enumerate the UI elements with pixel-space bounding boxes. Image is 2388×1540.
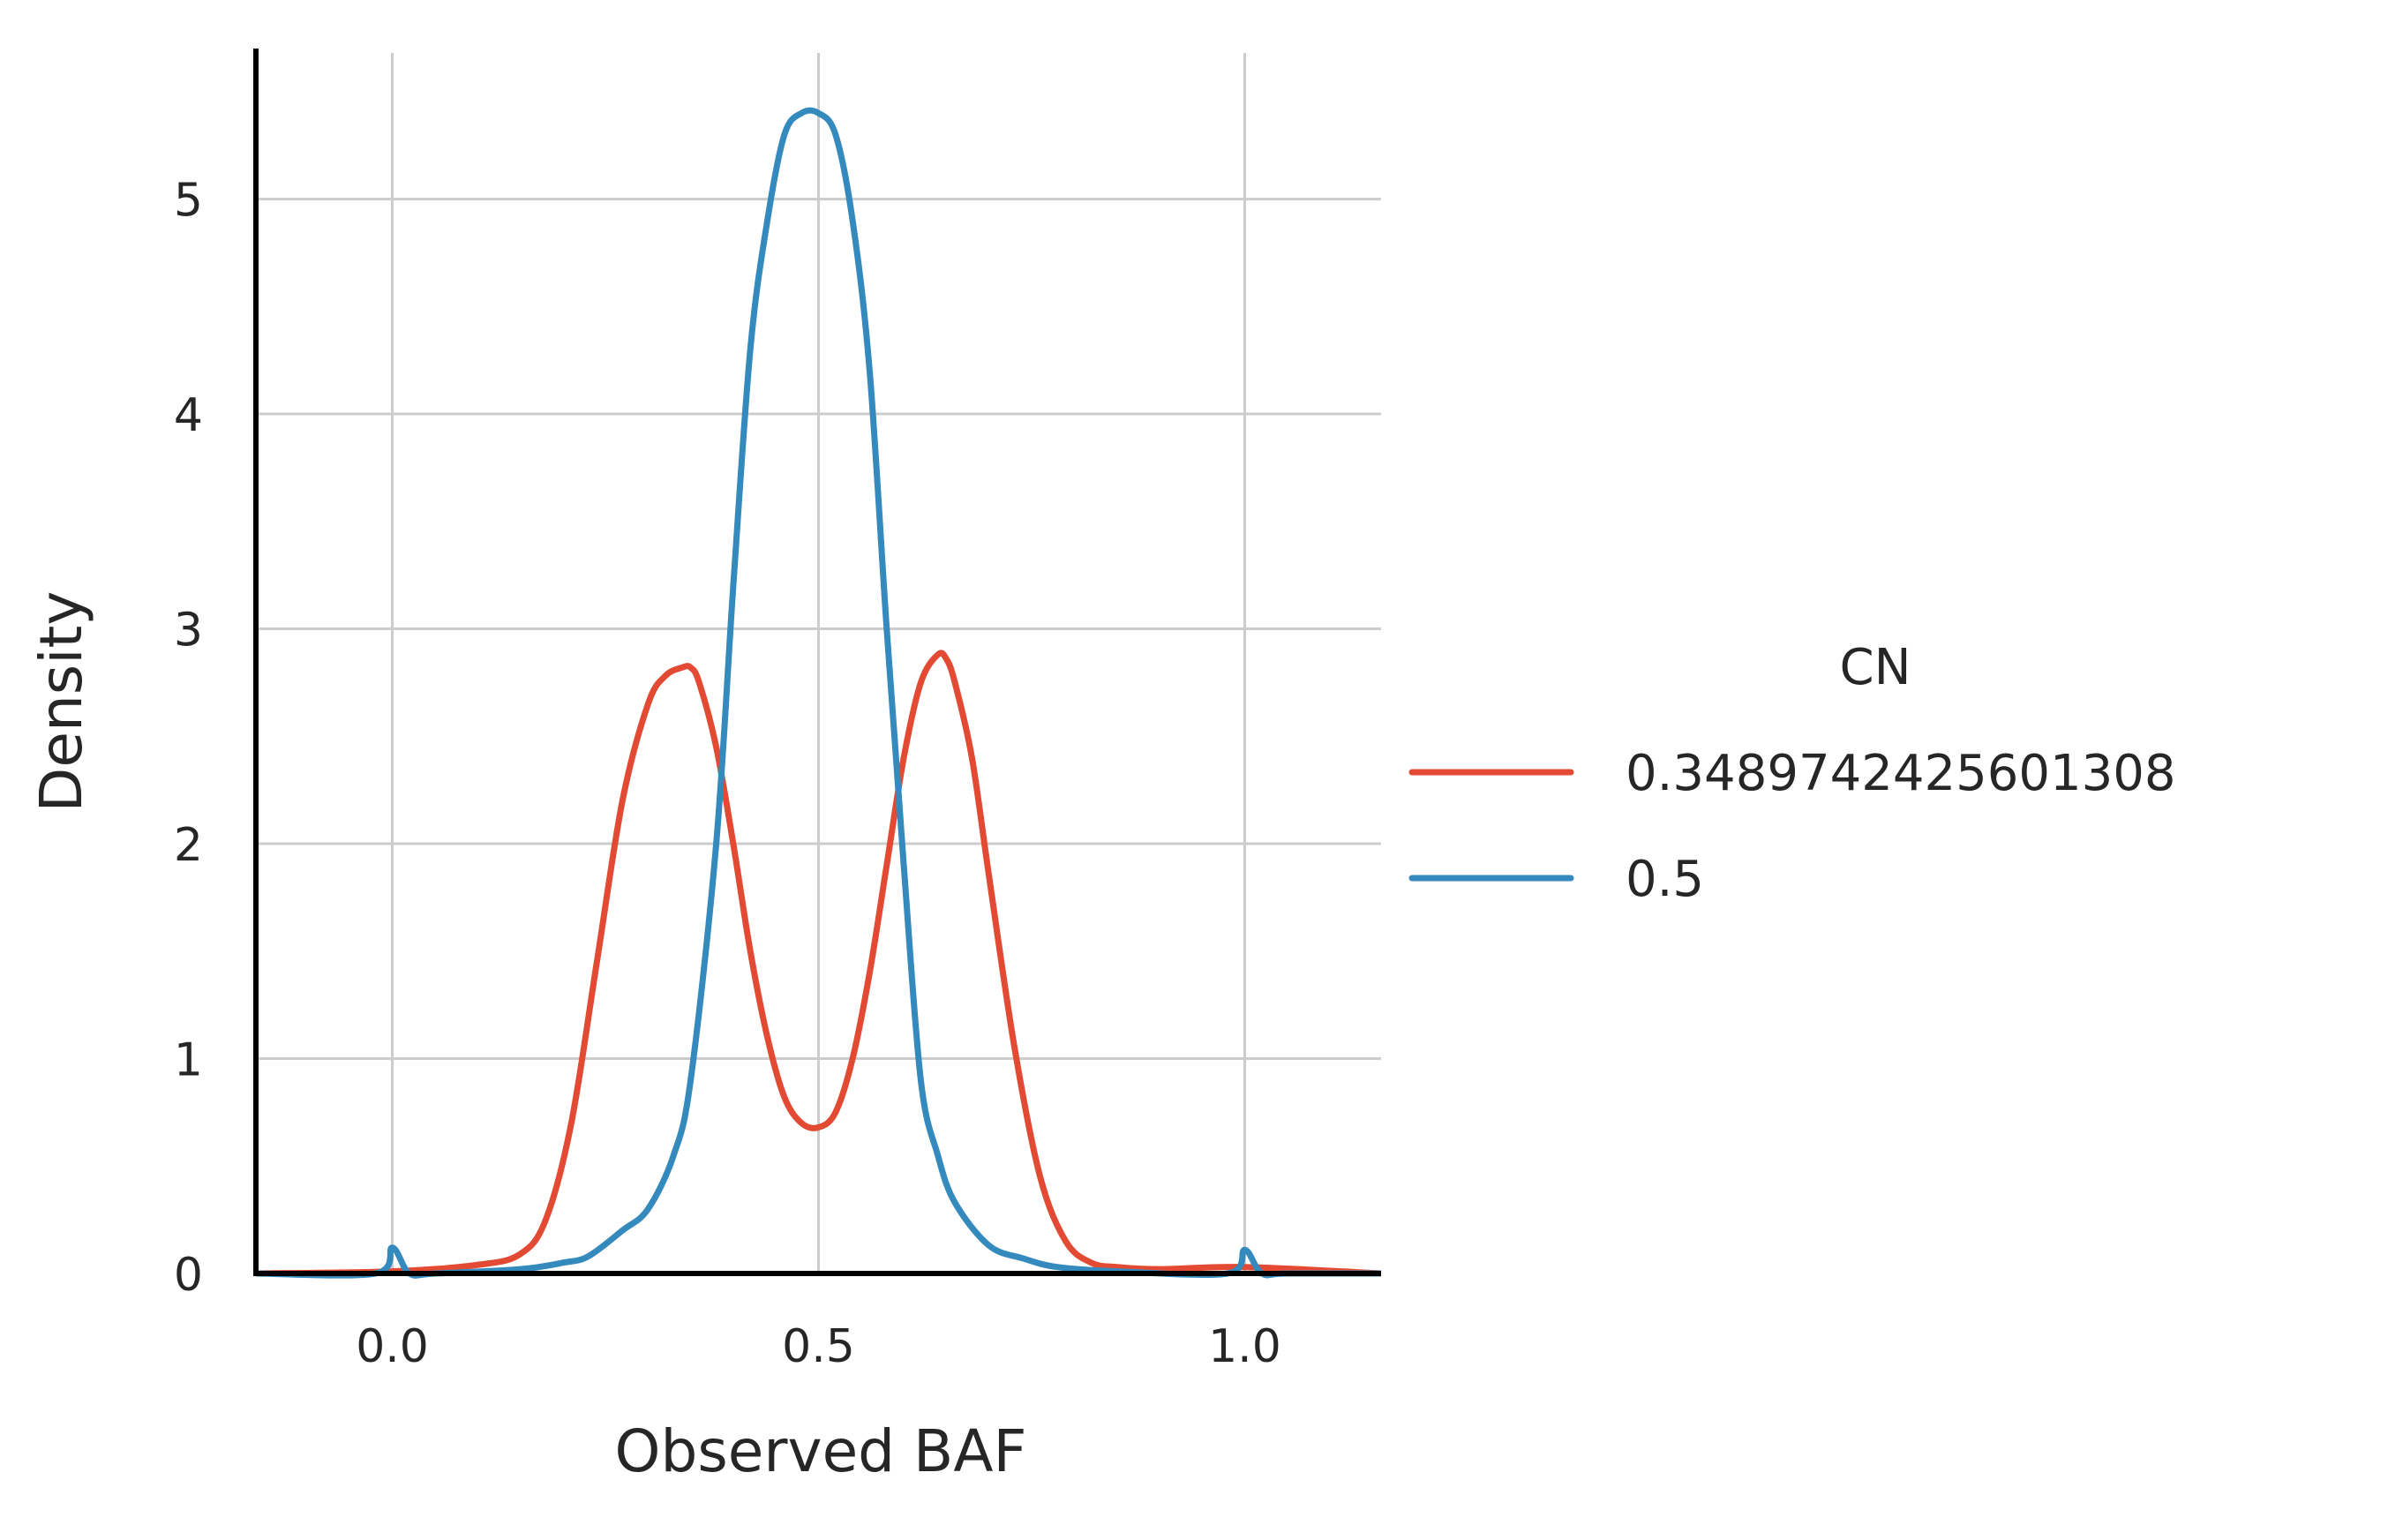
legend-label: 0.3489742425601308 [1626, 745, 2176, 802]
x-tick-label: 0.5 [782, 1320, 855, 1373]
legend-title: CN [1840, 639, 1911, 696]
series-line-1 [255, 650, 1382, 1277]
series-lines [255, 107, 1382, 1279]
x-tick-label: 0.0 [356, 1320, 429, 1373]
legend: CN 0.3489742425601308 0.5 [1408, 639, 2176, 908]
x-axis-label: Observed BAF [615, 1417, 1027, 1485]
y-axis-label: Density [27, 591, 95, 813]
y-tick-label: 3 [174, 605, 203, 657]
x-tick-label: 1.0 [1208, 1320, 1281, 1373]
legend-label: 0.5 [1626, 851, 1704, 908]
grid [256, 53, 1381, 1275]
y-tick-label: 5 [174, 175, 203, 228]
y-tick-label: 2 [174, 819, 203, 872]
y-tick-label: 1 [174, 1034, 203, 1087]
y-tick-labels: 0 1 2 3 4 5 [174, 175, 203, 1302]
axis-spines [253, 49, 1381, 1276]
y-tick-label: 4 [174, 389, 203, 442]
y-tick-label: 0 [174, 1249, 203, 1302]
series-line-2 [255, 107, 1381, 1279]
x-tick-labels: 0.0 0.5 1.0 [356, 1320, 1281, 1373]
